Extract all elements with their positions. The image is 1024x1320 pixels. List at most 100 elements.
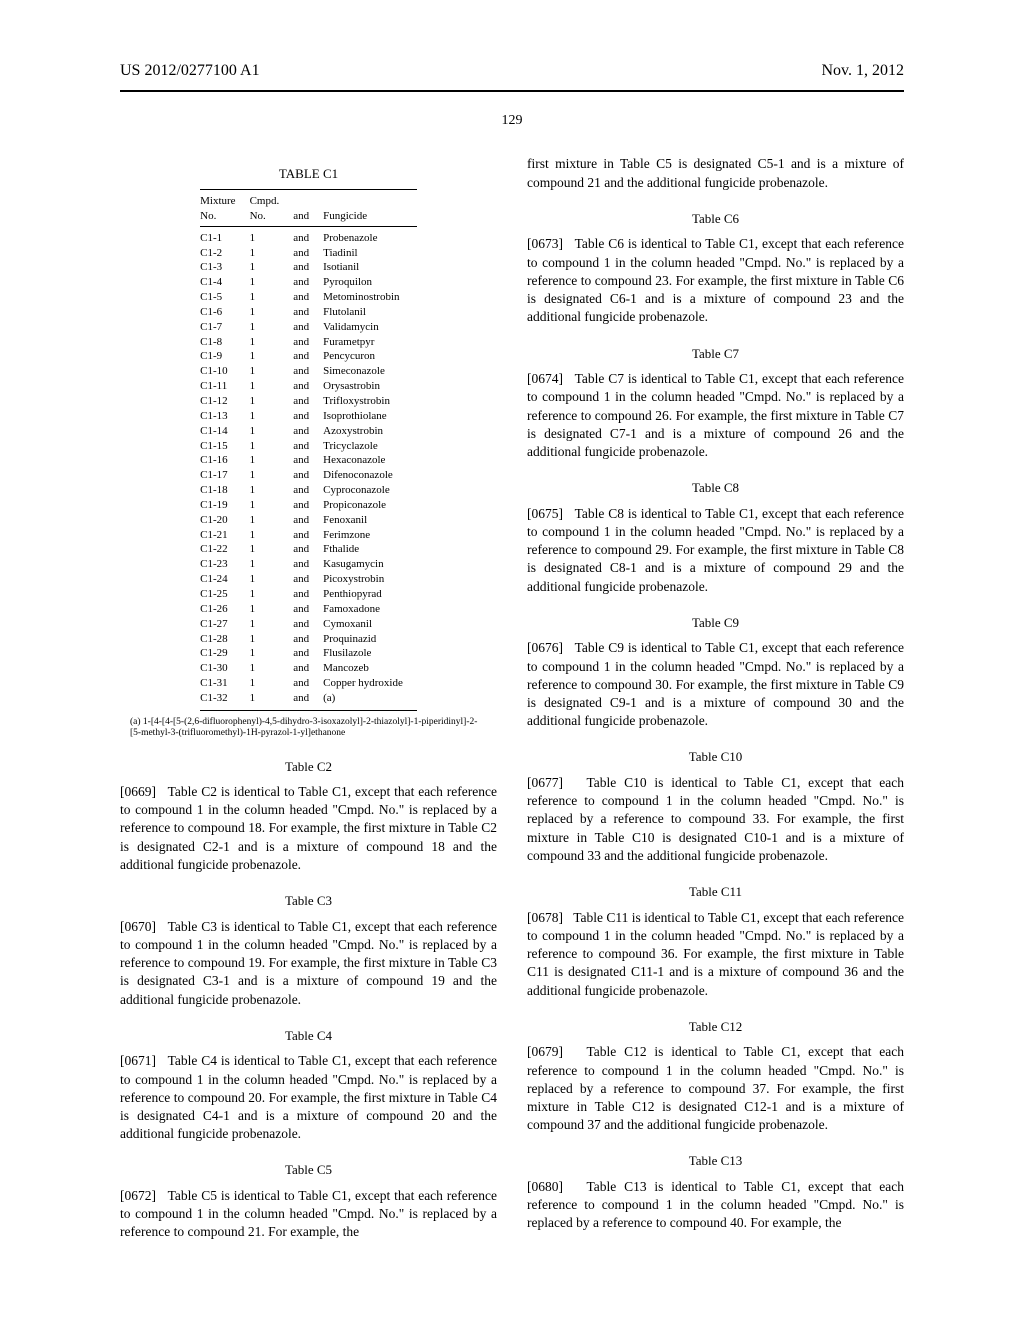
table-c1-title: TABLE C1 [120, 165, 497, 183]
section-heading: Table C6 [527, 210, 904, 228]
table-cell: and [293, 483, 323, 498]
table-cell: 1 [250, 557, 294, 572]
table-cell: C1-28 [200, 632, 249, 647]
table-cell: 1 [250, 646, 294, 661]
table-cell: Furametpyr [323, 335, 417, 350]
table-cell: 1 [250, 260, 294, 275]
table-cell: C1-16 [200, 453, 249, 468]
table-cell: and [293, 226, 323, 245]
table-cell: and [293, 468, 323, 483]
table-cell: 1 [250, 290, 294, 305]
table-cell: (a) [323, 691, 417, 710]
th-fungicide: Fungicide [323, 190, 417, 227]
table-row: C1-111andOrysastrobin [200, 379, 417, 394]
table-row: C1-131andIsoprothiolane [200, 409, 417, 424]
table-row: C1-101andSimeconazole [200, 364, 417, 379]
table-cell: C1-7 [200, 320, 249, 335]
publication-date: Nov. 1, 2012 [821, 60, 904, 82]
table-cell: C1-17 [200, 468, 249, 483]
th-and: and [293, 190, 323, 227]
paragraph-number: [0676] [527, 640, 563, 655]
table-cell: 1 [250, 246, 294, 261]
table-cell: Validamycin [323, 320, 417, 335]
table-cell: C1-23 [200, 557, 249, 572]
table-cell: and [293, 676, 323, 691]
table-cell: Hexaconazole [323, 453, 417, 468]
table-cell: C1-14 [200, 424, 249, 439]
table-cell: Kasugamycin [323, 557, 417, 572]
table-cell: 1 [250, 676, 294, 691]
table-cell: Pyroquilon [323, 275, 417, 290]
table-cell: 1 [250, 275, 294, 290]
table-cell: Fthalide [323, 542, 417, 557]
paragraph-number: [0679] [527, 1044, 563, 1059]
table-cell: Propiconazole [323, 498, 417, 513]
table-row: C1-161andHexaconazole [200, 453, 417, 468]
section-paragraph: [0673] Table C6 is identical to Table C1… [527, 235, 904, 326]
table-cell: 1 [250, 394, 294, 409]
th-mixture-no: MixtureNo. [200, 190, 249, 227]
table-cell: 1 [250, 483, 294, 498]
table-cell: and [293, 513, 323, 528]
table-cell: and [293, 572, 323, 587]
table-row: C1-301andMancozeb [200, 661, 417, 676]
table-cell: and [293, 661, 323, 676]
section-heading: Table C8 [527, 479, 904, 497]
table-row: C1-81andFurametpyr [200, 335, 417, 350]
section-paragraph: [0675] Table C8 is identical to Table C1… [527, 505, 904, 596]
table-cell: C1-29 [200, 646, 249, 661]
table-cell: 1 [250, 453, 294, 468]
table-cell: C1-20 [200, 513, 249, 528]
table-cell: Azoxystrobin [323, 424, 417, 439]
table-cell: Orysastrobin [323, 379, 417, 394]
table-row: C1-121andTrifloxystrobin [200, 394, 417, 409]
table-cell: Picoxystrobin [323, 572, 417, 587]
paragraph-number: [0674] [527, 371, 563, 386]
table-row: C1-321and(a) [200, 691, 417, 710]
table-cell: Difenoconazole [323, 468, 417, 483]
table-row: C1-241andPicoxystrobin [200, 572, 417, 587]
table-cell: 1 [250, 424, 294, 439]
paragraph-number: [0678] [527, 910, 563, 925]
table-cell: C1-11 [200, 379, 249, 394]
th-cmpd-no: Cmpd.No. [250, 190, 294, 227]
table-cell: and [293, 453, 323, 468]
table-cell: and [293, 260, 323, 275]
table-cell: 1 [250, 320, 294, 335]
left-column: TABLE C1 MixtureNo. Cmpd.No. and Fungici… [120, 155, 497, 1245]
table-cell: 1 [250, 661, 294, 676]
section-heading: Table C11 [527, 883, 904, 901]
table-row: C1-281andProquinazid [200, 632, 417, 647]
table-cell: C1-2 [200, 246, 249, 261]
paragraph-number: [0672] [120, 1188, 156, 1203]
section-paragraph: [0678] Table C11 is identical to Table C… [527, 909, 904, 1000]
table-cell: 1 [250, 335, 294, 350]
paragraph-number: [0670] [120, 919, 156, 934]
table-cell: and [293, 290, 323, 305]
table-cell: Proquinazid [323, 632, 417, 647]
table-cell: Probenazole [323, 226, 417, 245]
section-heading: Table C4 [120, 1027, 497, 1045]
paragraph-number: [0669] [120, 784, 156, 799]
table-cell: C1-4 [200, 275, 249, 290]
section-heading: Table C13 [527, 1152, 904, 1170]
table-c1: MixtureNo. Cmpd.No. and Fungicide C1-11 a… [200, 189, 417, 711]
table-cell: C1-5 [200, 290, 249, 305]
section-heading: Table C10 [527, 748, 904, 766]
table-cell: C1-3 [200, 260, 249, 275]
table-cell: and [293, 646, 323, 661]
table-cell: 1 [250, 498, 294, 513]
page-number: 129 [50, 112, 974, 131]
table-cell: Mancozeb [323, 661, 417, 676]
table-cell: and [293, 349, 323, 364]
right-column: first mixture in Table C5 is designated … [527, 155, 904, 1245]
table-cell: 1 [250, 572, 294, 587]
table-c1-footnote: (a) 1-[4-[4-[5-(2,6-difluorophenyl)-4,5-… [130, 717, 487, 740]
content-columns: TABLE C1 MixtureNo. Cmpd.No. and Fungici… [50, 155, 974, 1245]
table-cell: and [293, 691, 323, 710]
table-cell: C1-25 [200, 587, 249, 602]
section-heading: Table C9 [527, 614, 904, 632]
paragraph-number: [0671] [120, 1053, 156, 1068]
table-cell: and [293, 602, 323, 617]
table-cell: C1-9 [200, 349, 249, 364]
